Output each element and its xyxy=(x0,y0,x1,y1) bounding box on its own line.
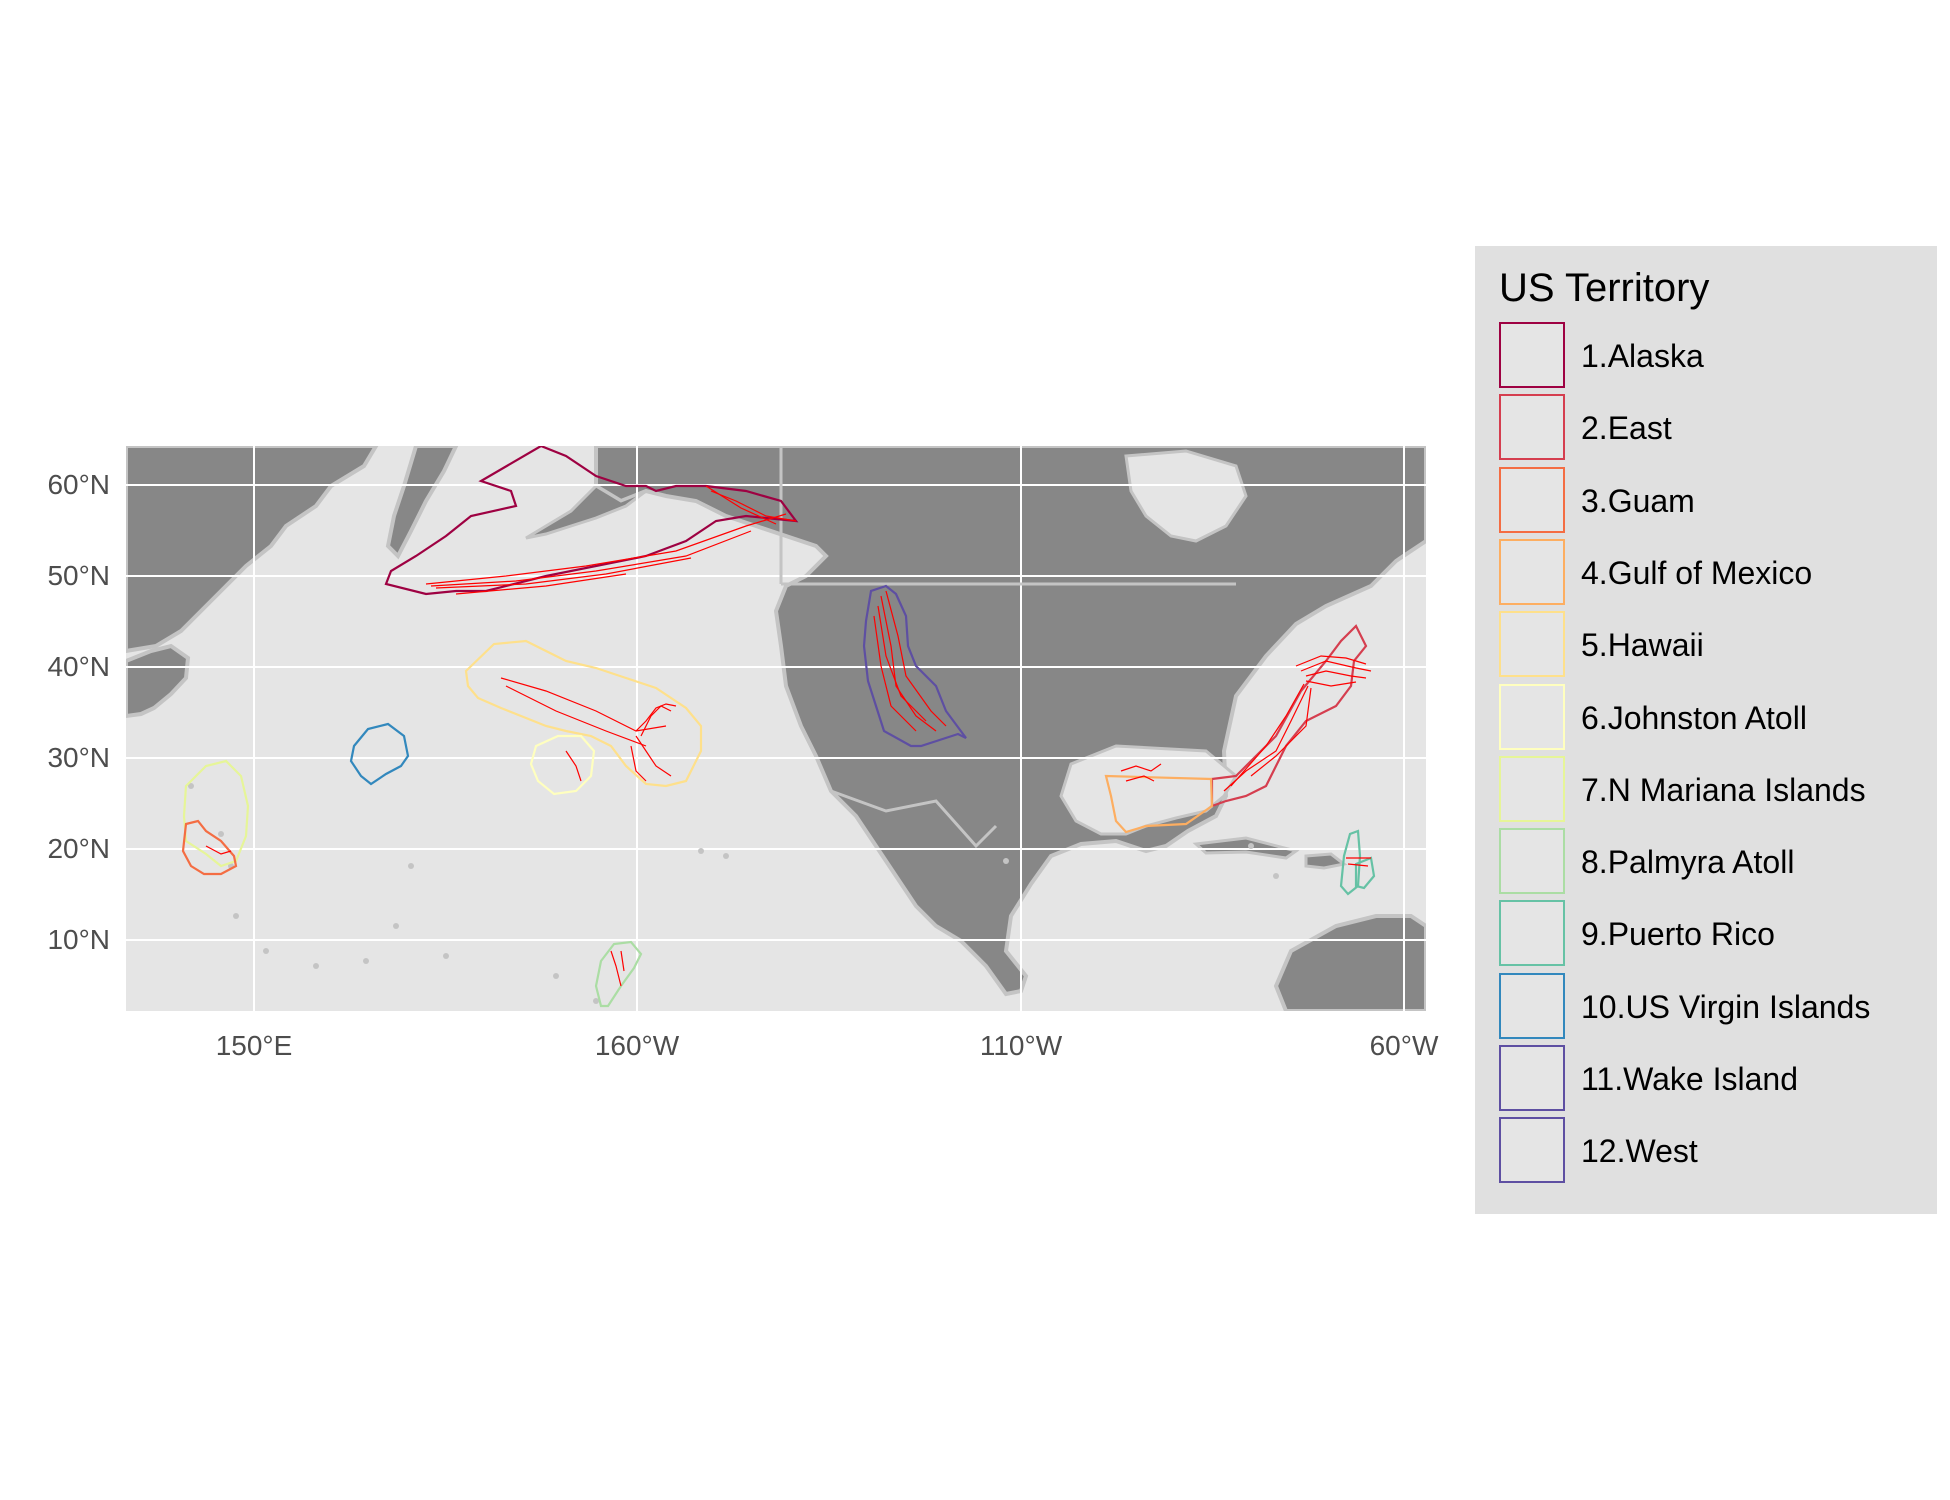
legend-item-label: 9.Puerto Rico xyxy=(1581,916,1775,953)
map-canvas xyxy=(126,446,1426,1011)
legend-key-swatch xyxy=(1499,466,1565,533)
legend-item-label: 7.N Mariana Islands xyxy=(1581,771,1866,808)
legend-key-swatch xyxy=(1499,683,1565,750)
legend-key-swatch xyxy=(1499,1045,1565,1111)
legend-item: 12.West xyxy=(1499,1115,1929,1187)
x-tick-label: 60°W xyxy=(1369,1030,1439,1061)
legend-item: 9.Puerto Rico xyxy=(1499,898,1929,970)
legend: US Territory 1.Alaska 2.East 3.Guam 4.Gulf … xyxy=(1475,246,1937,1214)
legend-item-label: 8.Palmyra Atoll xyxy=(1581,844,1795,881)
legend-item-label: 6.Johnston Atoll xyxy=(1581,699,1807,736)
legend-key-swatch xyxy=(1499,1117,1565,1184)
eez-johnston-atoll xyxy=(529,734,596,796)
legend-item: 2.East xyxy=(1499,392,1929,464)
water-hudson-bay xyxy=(1124,449,1248,543)
eez-west xyxy=(862,584,967,748)
eez-palmyra-atoll xyxy=(594,940,643,1008)
legend-item: 11.Wake Island xyxy=(1499,1043,1929,1115)
legend-key-swatch xyxy=(1499,611,1565,678)
eez-puerto-rico xyxy=(1339,829,1362,896)
eez-us-virgin-islands xyxy=(1354,856,1376,890)
land-asia xyxy=(126,446,379,654)
legend-item: 1.Alaska xyxy=(1499,320,1929,392)
legend-key-swatch xyxy=(1499,538,1565,605)
y-tick-label: 10°N xyxy=(47,924,110,955)
small-islands xyxy=(188,783,1279,1004)
legend-item-label: 11.Wake Island xyxy=(1581,1061,1798,1097)
x-tick-label: 160°W xyxy=(594,1030,680,1061)
legend-item-label: 5.Hawaii xyxy=(1581,627,1704,664)
y-tick-label: 20°N xyxy=(47,833,110,864)
eez-hawaii xyxy=(464,639,703,788)
eez-east xyxy=(1210,624,1368,808)
eez-guam xyxy=(181,819,238,876)
eez-wake-island xyxy=(349,722,410,786)
legend-key-swatch xyxy=(1499,755,1565,822)
legend-item: 10.US Virgin Islands xyxy=(1499,971,1929,1043)
map-panel xyxy=(126,446,1426,1011)
legend-item: 3.Guam xyxy=(1499,465,1929,537)
legend-item-label: 12.West xyxy=(1581,1133,1698,1170)
y-tick-label: 30°N xyxy=(47,742,110,773)
legend-key-swatch xyxy=(1499,394,1565,461)
legend-item: 6.Johnston Atoll xyxy=(1499,682,1929,754)
x-tick-label: 110°W xyxy=(979,1030,1063,1061)
legend-key-swatch xyxy=(1499,828,1565,895)
land-japan xyxy=(126,643,191,719)
submarine-cables xyxy=(205,485,1372,987)
y-tick-label: 40°N xyxy=(47,651,110,682)
land-hispaniola xyxy=(1304,852,1348,870)
eez-gulf-of-mexico xyxy=(1104,774,1214,834)
legend-item-label: 1.Alaska xyxy=(1581,338,1704,374)
legend-item: 4.Gulf of Mexico xyxy=(1499,537,1929,609)
legend-key-swatch xyxy=(1499,322,1565,388)
legend-item-label: 2.East xyxy=(1581,410,1672,447)
legend-item-label: 10.US Virgin Islands xyxy=(1581,988,1871,1025)
land-kamchatka xyxy=(385,446,459,560)
legend-key-swatch xyxy=(1499,972,1565,1039)
legend-item-label: 3.Guam xyxy=(1581,482,1695,519)
eez-alaska xyxy=(384,446,799,596)
legend-item: 8.Palmyra Atoll xyxy=(1499,826,1929,898)
y-tick-label: 60°N xyxy=(47,469,110,500)
x-tick-label: 150°E xyxy=(215,1030,293,1061)
legend-title: US Territory xyxy=(1499,266,1710,310)
legend-item: 5.Hawaii xyxy=(1499,609,1929,681)
y-tick-label: 50°N xyxy=(47,560,110,591)
eez-boundaries xyxy=(181,446,1376,1008)
graticule xyxy=(126,446,1426,1011)
legend-item-label: 4.Gulf of Mexico xyxy=(1581,554,1813,591)
legend-key-swatch xyxy=(1499,900,1565,967)
legend-item: 7.N Mariana Islands xyxy=(1499,754,1929,826)
